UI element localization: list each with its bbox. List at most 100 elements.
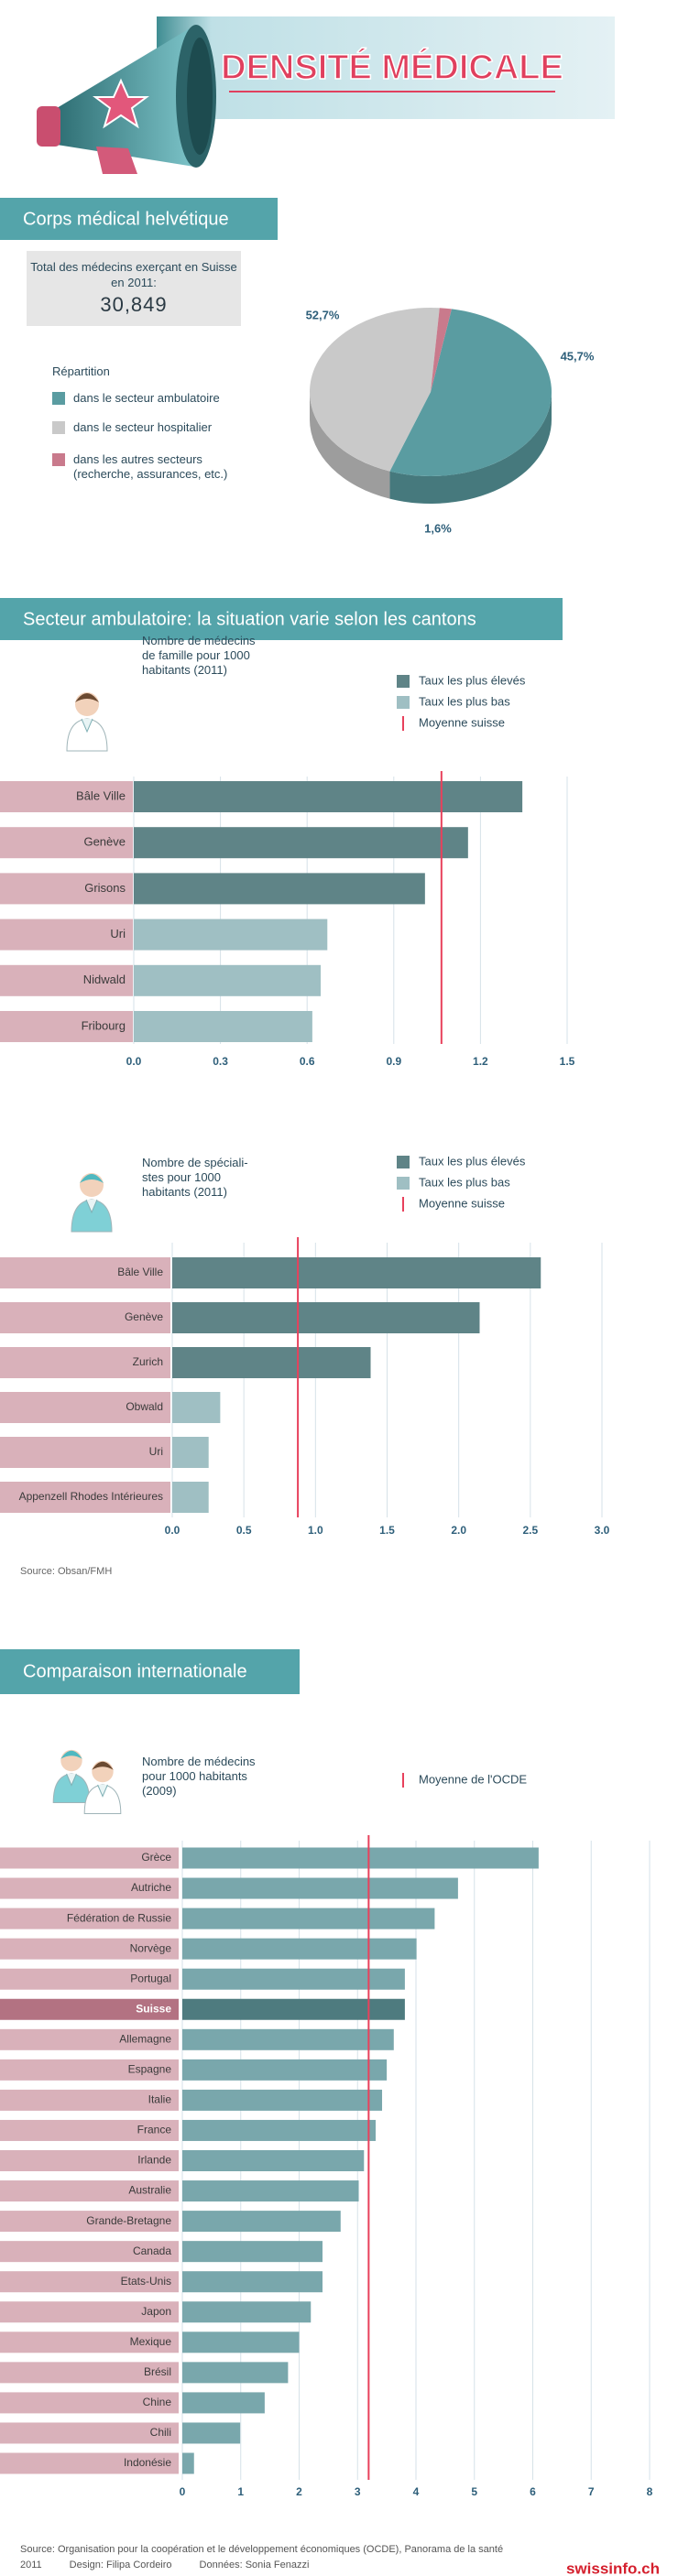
bar xyxy=(182,2362,289,2384)
category-box xyxy=(0,2331,179,2353)
section-header xyxy=(0,1649,300,1694)
bar xyxy=(182,2211,341,2233)
category-box xyxy=(0,1968,179,1990)
x-tick-label: 8 xyxy=(647,2485,653,2498)
bar xyxy=(134,964,322,996)
x-tick-label: 0.6 xyxy=(300,1055,315,1068)
x-tick-label: 0.5 xyxy=(236,1524,252,1537)
pie-side-shade xyxy=(310,392,390,499)
bar xyxy=(182,1998,405,2020)
category-box xyxy=(0,827,133,859)
legend-swatch xyxy=(397,696,410,709)
x-tick-label: 3 xyxy=(355,2485,361,2498)
bar xyxy=(182,2089,383,2111)
footer-source: Source: Organisation pour la coopération… xyxy=(20,2544,504,2571)
category-box xyxy=(0,1908,179,1929)
legend-label: Taux les plus élevés xyxy=(419,673,526,687)
x-tick-label: 7 xyxy=(588,2485,595,2498)
pie-side xyxy=(389,392,552,504)
footer-design: Design: Filipa Cordeiro xyxy=(69,2560,172,2571)
x-tick-label: 3.0 xyxy=(595,1524,610,1537)
chart-subtitle: Nombre de médecins de famille pour 1000 … xyxy=(142,634,256,677)
category-box xyxy=(0,918,133,951)
bar xyxy=(182,2301,312,2323)
category-label: Indonésie xyxy=(124,2456,171,2469)
icon-hair xyxy=(80,1174,104,1183)
category-box xyxy=(0,2271,179,2293)
bar xyxy=(182,1877,458,1899)
x-tick-label: 0.0 xyxy=(165,1524,180,1537)
category-box xyxy=(0,2180,179,2202)
category-label: Allemagne xyxy=(119,2032,171,2045)
bar xyxy=(172,1392,221,1423)
icon-hair xyxy=(60,1750,82,1759)
section-title: Comparaison internationale xyxy=(23,1661,247,1681)
x-tick-label: 1.2 xyxy=(473,1055,488,1068)
x-tick-label: 4 xyxy=(413,2485,420,2498)
pie-top xyxy=(310,308,440,472)
category-box xyxy=(0,2362,179,2384)
bar xyxy=(182,2028,394,2050)
main-title: DENSITÉ MÉDICALE xyxy=(221,47,563,87)
category-box xyxy=(0,1437,170,1468)
legend-swatch xyxy=(52,453,65,466)
category-box xyxy=(0,2301,179,2323)
x-tick-label: 2 xyxy=(296,2485,302,2498)
legend-label: Moyenne de l'OCDE xyxy=(419,1772,527,1786)
category-box xyxy=(0,1257,170,1288)
category-box xyxy=(0,1392,170,1423)
pie-slice xyxy=(431,308,452,392)
category-label: Etats-Unis xyxy=(121,2275,171,2288)
category-label: Zurich xyxy=(133,1355,163,1368)
banner xyxy=(157,16,615,119)
icon-collar xyxy=(66,1773,77,1787)
bar xyxy=(172,1482,209,1513)
legend-swatch xyxy=(52,421,65,434)
legend-swatch xyxy=(52,392,65,405)
category-box xyxy=(0,1938,179,1960)
legend-label: dans les autres secteurs (recherche, ass… xyxy=(73,452,228,481)
category-label: Chili xyxy=(150,2426,171,2439)
category-label: Bâle Ville xyxy=(76,788,126,802)
x-tick-label: 1.5 xyxy=(379,1524,395,1537)
category-label: Grèce xyxy=(141,1851,171,1864)
legend-label: Taux les plus bas xyxy=(419,694,510,708)
category-box xyxy=(0,964,133,996)
icon-collar xyxy=(81,718,93,734)
category-label: Appenzell Rhodes Intérieures xyxy=(19,1490,163,1503)
section-title: Secteur ambulatoire: la situation varie … xyxy=(23,609,476,629)
x-tick-label: 2.0 xyxy=(451,1524,466,1537)
category-label: Genève xyxy=(83,835,126,849)
category-label: Japon xyxy=(141,2305,171,2318)
x-tick-label: 0 xyxy=(180,2485,186,2498)
bar xyxy=(182,2271,323,2293)
x-tick-label: 0.3 xyxy=(213,1055,228,1068)
category-label: Suisse xyxy=(136,2002,171,2015)
pie-top xyxy=(431,308,452,392)
x-tick-label: 2.5 xyxy=(522,1524,538,1537)
category-box xyxy=(0,2452,179,2474)
category-label: Chine xyxy=(143,2396,172,2408)
pie-slice xyxy=(310,308,440,499)
bar xyxy=(134,781,523,812)
bar xyxy=(134,918,328,951)
category-label: Fédération de Russie xyxy=(67,1911,171,1924)
bar xyxy=(182,2059,388,2081)
bar xyxy=(182,1968,405,1990)
total-value: 30,849 xyxy=(100,293,167,316)
bar xyxy=(172,1347,371,1378)
footer: Source: Organisation pour la coopération… xyxy=(20,2542,533,2573)
section-header xyxy=(0,198,278,240)
category-box xyxy=(0,1302,170,1333)
icon-collar xyxy=(97,1784,108,1798)
category-box xyxy=(0,2119,179,2141)
icon-hair xyxy=(75,693,99,702)
bar xyxy=(182,2422,241,2444)
bar xyxy=(182,2241,323,2263)
category-box xyxy=(0,2422,179,2444)
category-box xyxy=(0,1877,179,1899)
bar xyxy=(172,1437,209,1468)
category-box xyxy=(0,2211,179,2233)
